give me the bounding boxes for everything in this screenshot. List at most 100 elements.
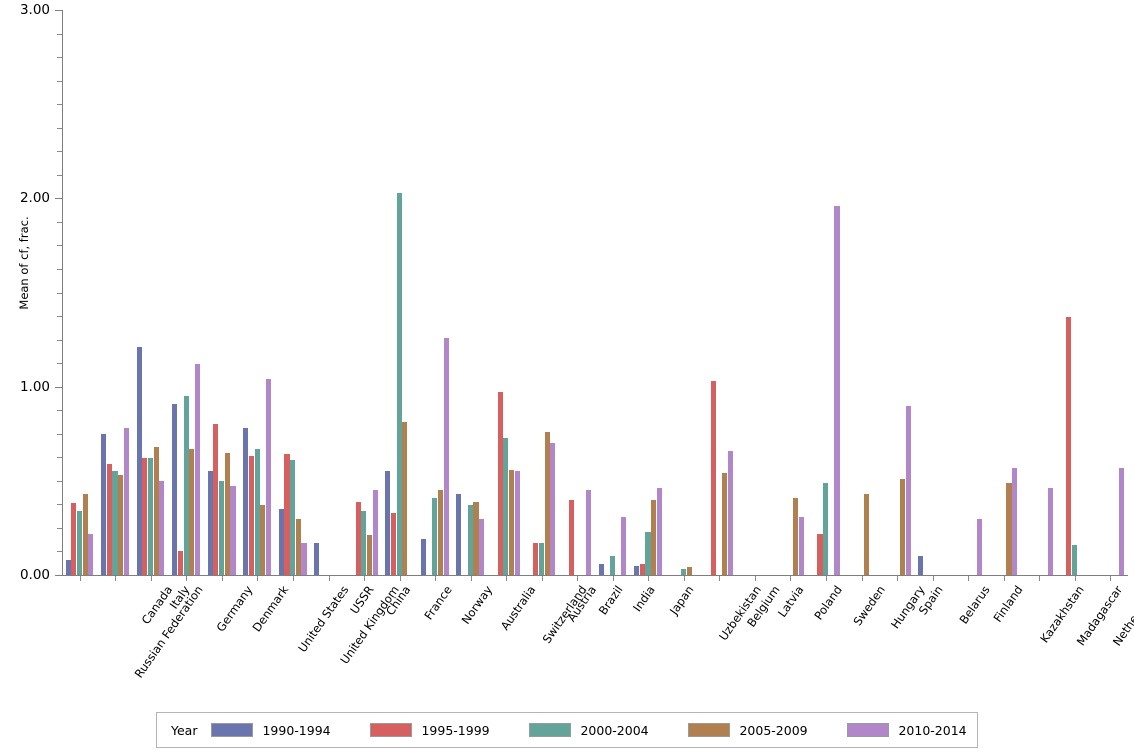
y-tick-minor <box>57 221 62 223</box>
x-tick <box>399 576 401 581</box>
y-tick-minor <box>57 151 62 153</box>
bar <box>509 469 515 575</box>
bar <box>301 542 307 575</box>
bar <box>1006 482 1012 575</box>
x-tick <box>221 576 223 581</box>
x-tick <box>790 576 792 581</box>
legend-entry-list: 1990-1994 1995-1999 2000-2004 2005-2009 2010… <box>211 723 1006 738</box>
bar <box>88 533 94 575</box>
y-tick-minor <box>57 480 62 482</box>
x-tick <box>861 576 863 581</box>
bar <box>823 482 829 575</box>
x-tick <box>435 576 437 581</box>
bar <box>142 458 148 575</box>
y-tick-minor <box>57 527 62 529</box>
plot-area <box>62 10 1128 575</box>
x-tick-label: Finland <box>990 583 1026 625</box>
legend-swatch <box>370 723 413 737</box>
y-tick-minor <box>57 551 62 553</box>
x-tick <box>719 576 721 581</box>
y-tick-minor <box>57 245 62 247</box>
bar <box>656 488 662 575</box>
legend-label: 2000-2004 <box>580 722 649 738</box>
bar <box>722 473 728 575</box>
x-tick <box>612 576 614 581</box>
x-tick-label: Belarus <box>955 583 993 627</box>
x-tick <box>186 576 188 581</box>
legend-label: 1995-1999 <box>421 722 490 738</box>
y-tick-minor <box>57 174 62 176</box>
bar <box>189 448 195 575</box>
y-axis-line <box>62 10 63 575</box>
y-tick-minor <box>57 33 62 35</box>
legend-entry[interactable]: 2010-2014 <box>847 723 1006 738</box>
x-tick <box>115 576 117 581</box>
legend-entry[interactable]: 1990-1994 <box>211 723 370 738</box>
legend-entry[interactable]: 2005-2009 <box>688 723 847 738</box>
bar <box>1047 488 1053 575</box>
bar <box>254 448 260 575</box>
x-tick <box>1110 576 1112 581</box>
bar <box>473 501 479 575</box>
bar <box>727 450 733 575</box>
legend-label: 2010-2014 <box>898 722 967 738</box>
bar <box>123 428 129 575</box>
legend-entry[interactable]: 2000-2004 <box>529 723 688 738</box>
x-tick-label: Australia <box>497 583 538 633</box>
bar <box>396 192 402 575</box>
x-tick <box>506 576 508 581</box>
chart-legend: Year 1990-1994 1995-1999 2000-2004 2005-200… <box>156 712 978 748</box>
x-tick <box>754 576 756 581</box>
y-tick-label: 0.00 <box>19 567 50 583</box>
bar <box>639 563 645 575</box>
bar <box>834 205 840 575</box>
y-tick-minor <box>57 104 62 106</box>
x-tick <box>683 576 685 581</box>
bar <box>153 446 159 575</box>
x-tick-label: Poland <box>811 583 846 623</box>
y-tick-minor <box>57 410 62 412</box>
bar <box>147 458 154 575</box>
x-tick <box>257 576 259 581</box>
bar <box>172 403 178 575</box>
y-tick <box>55 386 62 388</box>
bar <box>230 486 236 575</box>
x-tick <box>1074 576 1076 581</box>
y-tick-minor <box>57 80 62 82</box>
legend-entry[interactable]: 1995-1999 <box>370 723 529 738</box>
bar <box>1066 316 1072 575</box>
x-tick-label: France <box>420 583 455 623</box>
x-tick <box>364 576 366 581</box>
x-tick <box>648 576 650 581</box>
x-tick <box>328 576 330 581</box>
bar <box>1071 544 1077 575</box>
x-tick <box>470 576 472 581</box>
x-axis-line <box>62 575 1128 576</box>
y-tick-minor <box>57 339 62 341</box>
bar <box>402 422 408 575</box>
bar <box>538 542 544 575</box>
x-tick <box>79 576 81 581</box>
y-axis-title: Mean of cf, frac. <box>17 216 31 310</box>
bar <box>864 494 870 575</box>
bar <box>905 405 911 575</box>
x-tick <box>932 576 934 581</box>
x-tick <box>825 576 827 581</box>
bar <box>467 505 473 575</box>
bar <box>314 542 320 575</box>
bar <box>118 475 124 575</box>
x-tick <box>1003 576 1005 581</box>
x-tick-label: Norway <box>458 583 496 627</box>
y-tick-label: 1.00 <box>19 378 50 395</box>
bar <box>260 505 266 575</box>
bar <box>265 379 272 575</box>
bar <box>136 347 142 575</box>
y-tick-minor <box>57 457 62 459</box>
bar <box>497 392 503 575</box>
x-tick <box>968 576 970 581</box>
y-tick <box>55 198 62 200</box>
x-tick-label: Denmark <box>249 583 292 635</box>
legend-swatch <box>211 723 254 737</box>
bar <box>550 443 556 575</box>
